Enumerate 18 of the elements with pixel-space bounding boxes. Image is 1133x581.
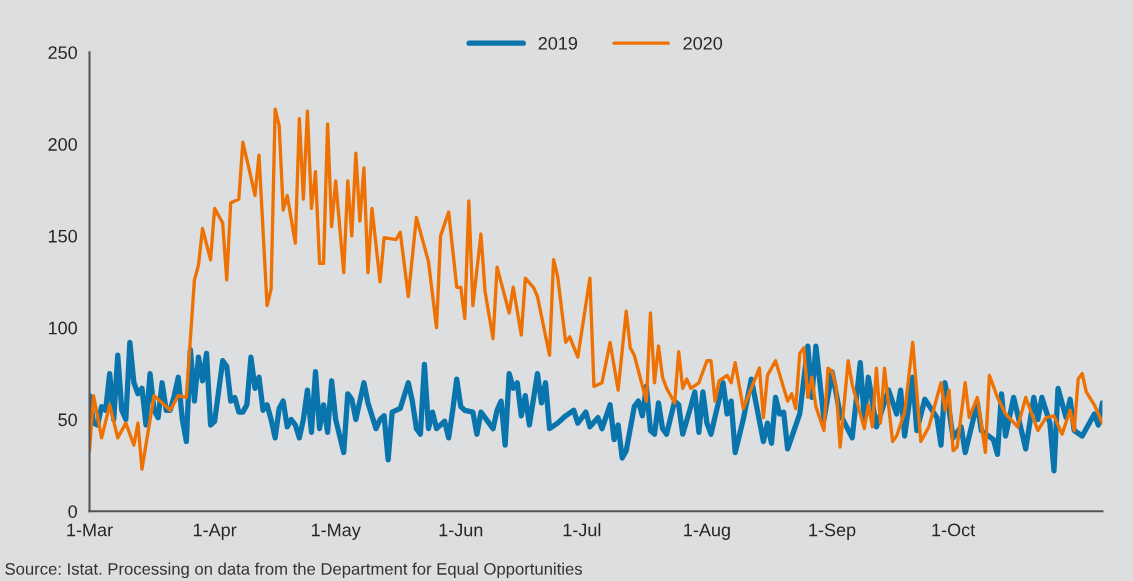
x-tick-label: 1-Jun xyxy=(439,523,483,537)
y-tick-label: 50 xyxy=(58,413,77,427)
y-tick-label: 0 xyxy=(68,505,77,518)
x-tick-label: 1-Oct xyxy=(932,523,976,537)
legend-label: 2019 xyxy=(538,36,578,50)
x-tick-label: 1-Sep xyxy=(809,523,856,540)
x-tick-label: 1-May xyxy=(311,523,361,540)
x-tick-label: 1-Apr xyxy=(193,523,237,540)
y-tick-label: 150 xyxy=(48,229,77,243)
legend-label: 2020 xyxy=(683,36,723,50)
y-tick-label: 100 xyxy=(48,321,77,335)
x-tick-label: 1-Mar xyxy=(67,523,113,537)
line-series xyxy=(89,107,1103,471)
x-tick-label: 1-Aug xyxy=(684,523,730,540)
y-tick-label: 250 xyxy=(48,46,77,60)
y-tick-label: 200 xyxy=(48,138,77,151)
source-note: Source: Istat. Processing on data from the Department for Equal Opportunities xyxy=(5,562,583,579)
x-tick-label: 1-Jul xyxy=(563,523,601,537)
